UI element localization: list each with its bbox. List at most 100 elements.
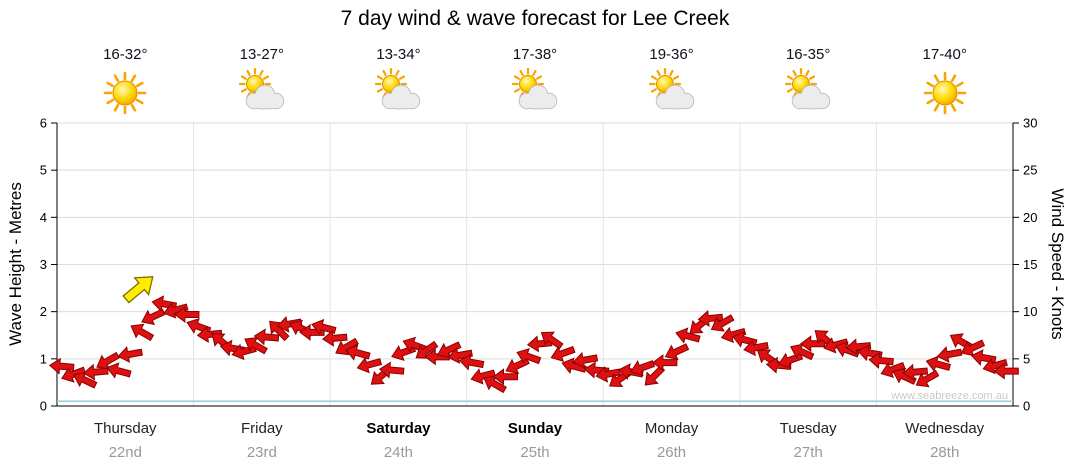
left-tick-label: 3: [40, 257, 47, 272]
sun-cloud-icon: [375, 67, 421, 110]
day-date-label: 22nd: [108, 444, 142, 461]
wind-arrow: [415, 340, 439, 359]
right-tick-label: 30: [1023, 116, 1037, 131]
wind-arrow: [868, 352, 894, 369]
weather-icon-wrap: [370, 67, 426, 118]
wind-arrow: [540, 331, 564, 350]
wind-arrow: [470, 368, 496, 385]
day-name-label: Sunday: [507, 420, 563, 437]
left-tick-label: 2: [40, 304, 47, 319]
wind-arrow: [244, 336, 268, 355]
right-tick-label: 10: [1023, 304, 1037, 319]
wind-arrow: [915, 369, 940, 388]
day-date-label: 23rd: [246, 444, 277, 461]
wind-arrow: [925, 355, 952, 373]
left-tick-label: 0: [40, 399, 47, 414]
weather-icon-wrap: [507, 67, 563, 118]
day-temp-range: 13-27°: [239, 46, 285, 63]
day-temps-row: 16-32° 13-27° 13-34° 17-38° 19-36° 16-35° 17-4…: [0, 46, 1080, 66]
wind-arrow: [710, 314, 735, 332]
wind-arrow: [516, 348, 542, 365]
wind-arrow: [595, 365, 621, 383]
wind-arrow: [345, 344, 371, 361]
wind-arrow: [664, 343, 690, 361]
day-name-label: Monday: [644, 420, 699, 437]
wind-arrow: [356, 356, 383, 374]
right-tick-label: 25: [1023, 163, 1037, 178]
wind-arrow: [743, 339, 769, 357]
weather-icon-wrap: [780, 67, 836, 118]
wind-arrow: [583, 361, 610, 379]
wind-arrow: [644, 365, 666, 386]
wind-arrow: [106, 362, 132, 379]
weather-icon-wrap: [234, 67, 290, 118]
wind-arrow: [697, 310, 724, 327]
day-temp-range: 17-38°: [512, 46, 558, 63]
day-icons-row: [0, 67, 1080, 120]
right-tick-label: 0: [1023, 399, 1030, 414]
sun-icon: [103, 71, 147, 115]
sun-cloud-icon: [648, 67, 694, 110]
left-tick-label: 4: [40, 210, 47, 225]
page-title: 7 day wind & wave forecast for Lee Creek: [340, 7, 730, 30]
wind-arrow: [720, 326, 747, 344]
wind-arrow: [982, 357, 1008, 375]
day-name-label: Thursday: [94, 420, 157, 437]
day-date-label: 25th: [520, 444, 550, 461]
wind-arrow: [458, 353, 485, 371]
day-name-label: Wednesday: [905, 420, 985, 437]
left-tick-label: 1: [40, 351, 47, 366]
sun-icon: [923, 71, 967, 115]
day-temp-range: 17-40°: [922, 46, 967, 63]
wind-arrow: [483, 375, 507, 394]
day-temp-range: 16-32°: [103, 46, 148, 63]
left-tick-label: 6: [40, 116, 47, 131]
wind-arrow: [652, 354, 678, 372]
wind-arrow: [675, 327, 701, 344]
wind-arrow: [335, 337, 359, 356]
wind-arrow: [845, 338, 872, 356]
wind-arrow: [96, 351, 120, 370]
wind-arrow: [960, 339, 986, 357]
weather-icon-wrap: [917, 68, 973, 118]
day-dates-row: 22nd 23rd 24th 25th 26th 27th 28th: [0, 444, 1080, 464]
day-temp-range: 16-35°: [785, 46, 831, 63]
wind-arrow: [993, 362, 1019, 380]
day-temp-range: 13-34°: [376, 46, 421, 63]
wind-arrow: [174, 306, 200, 323]
wind-arrow: [630, 360, 656, 377]
wind-arrow: [437, 341, 462, 359]
wind-arrow: [117, 346, 143, 363]
wind-arrow: [492, 368, 518, 386]
day-name-label: Tuesday: [779, 420, 837, 437]
day-date-label: 28th: [930, 444, 960, 461]
day-date-label: 24th: [383, 444, 414, 461]
wind-arrow: [880, 361, 906, 379]
day-name-label: Friday: [241, 420, 283, 437]
wind-arrow: [447, 347, 473, 364]
wind-arrow: [276, 315, 303, 333]
sun-cloud-icon: [238, 67, 285, 110]
day-name-label: Saturday: [366, 420, 431, 437]
wind-arrow: [269, 320, 290, 342]
wind-arrow: [789, 343, 815, 361]
wind-arrow: [196, 326, 223, 343]
wind-arrow: [550, 345, 576, 363]
day-temp-range: 19-36°: [649, 46, 694, 63]
wind-arrow: [936, 346, 963, 363]
left-tick-label: 5: [40, 163, 47, 178]
wind-arrow: [572, 351, 599, 369]
wind-arrow: [253, 328, 280, 346]
wind-arrow: [322, 329, 348, 347]
weather-icon-wrap: [97, 68, 153, 118]
sun-cloud-icon: [785, 67, 831, 110]
wind-arrow: [48, 357, 75, 375]
wind-arrow: [130, 323, 155, 342]
day-date-label: 27th: [793, 444, 823, 461]
watermark: www.seabreeze.com.au: [890, 390, 1008, 402]
day-names-row: Thursday Friday Saturday Sunday Monday Tuesda…: [0, 420, 1080, 440]
weather-icon-wrap: [644, 67, 700, 118]
wind-arrow: [72, 371, 98, 389]
wind-arrow: [902, 363, 929, 381]
